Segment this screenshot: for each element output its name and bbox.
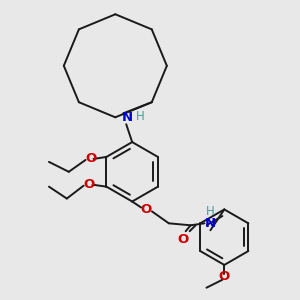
Text: H: H xyxy=(136,110,145,123)
Text: O: O xyxy=(219,270,230,283)
Text: O: O xyxy=(177,233,188,246)
Text: O: O xyxy=(83,178,94,191)
Text: O: O xyxy=(140,203,152,216)
Text: H: H xyxy=(206,205,215,218)
Text: O: O xyxy=(85,152,96,165)
Text: N: N xyxy=(205,217,216,230)
Text: N: N xyxy=(122,111,133,124)
